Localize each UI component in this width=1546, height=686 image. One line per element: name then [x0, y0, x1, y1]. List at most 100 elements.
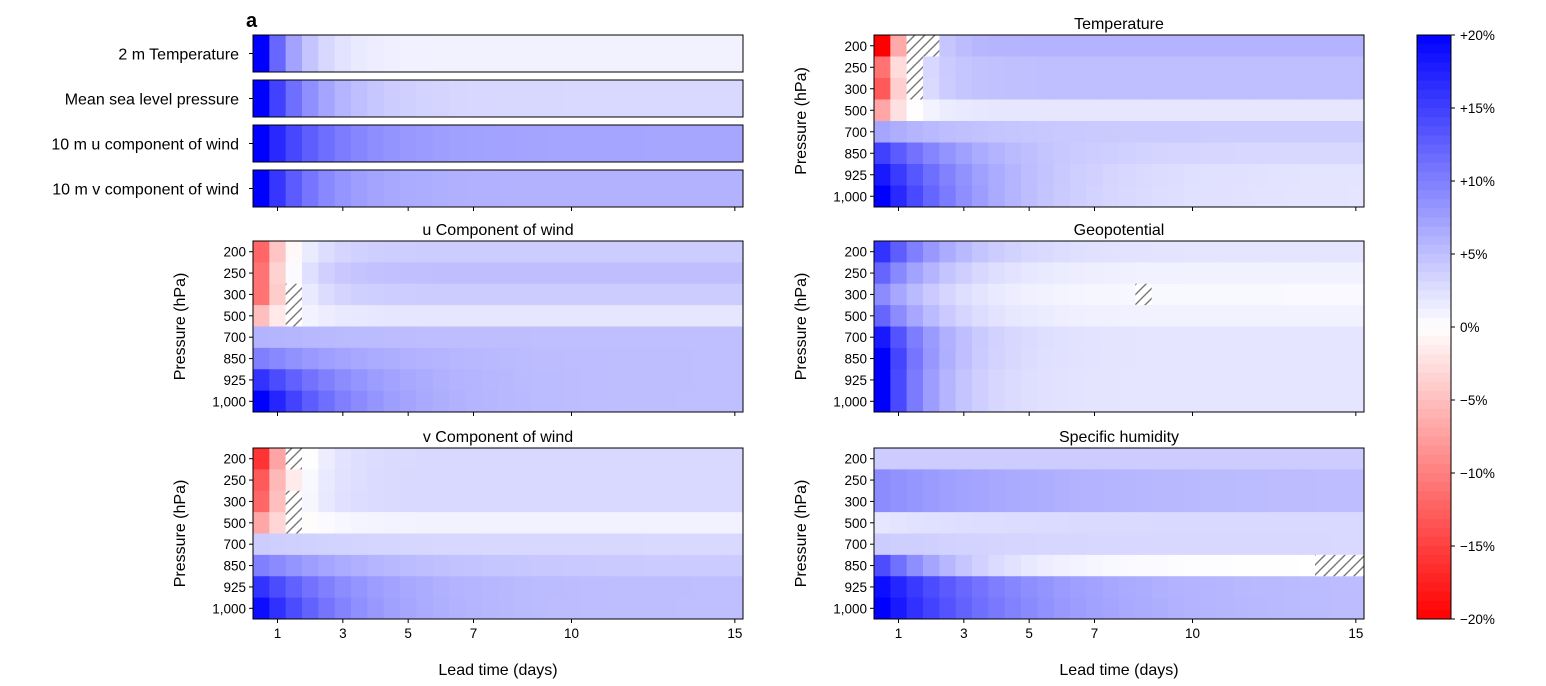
y-tick-label: 300	[223, 494, 246, 509]
heatmap-cell	[1249, 597, 1267, 620]
heatmap-cell	[874, 597, 891, 620]
heatmap-cell	[1151, 326, 1169, 349]
heatmap-cell	[1200, 262, 1218, 285]
heatmap-cell	[1070, 35, 1087, 57]
heatmap-cell	[596, 597, 613, 620]
heatmap-cell	[1119, 448, 1136, 470]
heatmap-cell	[988, 390, 1006, 413]
heatmap-cell	[939, 576, 957, 599]
heatmap-cell	[1347, 576, 1365, 599]
heatmap-cell	[498, 125, 515, 162]
heatmap-cell	[1070, 533, 1087, 556]
heatmap-cell	[1102, 241, 1120, 263]
colorbar-tick-label: −10%	[1460, 466, 1495, 481]
heatmap-cell	[1315, 56, 1332, 79]
heatmap-cell	[1298, 99, 1316, 122]
heatmap-cell	[465, 512, 483, 534]
heatmap-cell	[1282, 262, 1300, 285]
heatmap-cell	[1151, 554, 1169, 577]
heatmap-cell	[1200, 305, 1218, 327]
heatmap-cell	[1086, 469, 1104, 492]
heatmap-cell	[351, 469, 368, 492]
heatmap-cell	[939, 469, 957, 492]
heatmap-cell	[939, 597, 957, 620]
heatmap-cell	[383, 125, 401, 162]
heatmap-cell	[1266, 283, 1283, 306]
heatmap-cell	[906, 390, 924, 413]
heatmap-cell	[400, 390, 417, 413]
heatmap-cell	[351, 170, 368, 207]
heatmap-cell	[563, 80, 581, 117]
heatmap-cell	[1135, 490, 1153, 513]
heatmap-cell	[367, 170, 385, 207]
heatmap-cell	[694, 347, 711, 370]
heatmap-cell	[449, 369, 466, 392]
heatmap-cell	[1184, 390, 1202, 413]
heatmap-cell	[906, 241, 924, 263]
heatmap-cell	[890, 369, 908, 392]
heatmap-cell	[547, 305, 564, 327]
heatmap-cell	[367, 369, 385, 392]
heatmap-cell	[1119, 56, 1136, 79]
heatmap-cell	[432, 305, 450, 327]
heatmap-cell	[383, 448, 401, 470]
heatmap-cell	[1217, 56, 1234, 79]
heatmap-cell	[710, 305, 728, 327]
heatmap-cell	[1315, 185, 1332, 208]
heatmap-cell	[1184, 576, 1202, 599]
y-tick-label: 200	[844, 452, 867, 467]
heatmap-cell	[1266, 469, 1283, 492]
heatmap-cell	[628, 490, 646, 513]
heatmap-cell	[1266, 78, 1283, 100]
heatmap-cell	[1184, 554, 1202, 577]
heatmap-cell	[1217, 554, 1234, 577]
heatmap-cell	[596, 448, 613, 470]
heatmap-cell	[465, 576, 483, 599]
heatmap-cell	[269, 347, 287, 370]
heatmap-cell	[596, 241, 613, 263]
heatmap-cell	[988, 99, 1006, 122]
heatmap-cell	[579, 597, 597, 620]
heatmap-cell	[383, 597, 401, 620]
heatmap-cell	[677, 576, 695, 599]
heatmap-cell	[579, 326, 597, 349]
heatmap-cell	[1282, 533, 1300, 556]
heatmap-cell	[1102, 512, 1120, 534]
panel-title: Temperature	[1074, 16, 1164, 33]
heatmap-cell	[628, 512, 646, 534]
heatmap-cell	[710, 125, 728, 162]
colorbar-segment	[1417, 162, 1451, 173]
heatmap-cell	[400, 80, 417, 117]
heatmap-cell	[1298, 512, 1316, 534]
heatmap-cell	[1282, 142, 1300, 165]
heatmap-cell	[1070, 390, 1087, 413]
hatch-cell	[285, 283, 302, 306]
heatmap-cell	[1217, 597, 1234, 620]
heatmap-cell	[661, 448, 679, 470]
heatmap-cell	[612, 326, 630, 349]
heatmap-cell	[579, 554, 597, 577]
heatmap-cell	[481, 170, 499, 207]
heatmap-cell	[694, 305, 711, 327]
heatmap-cell	[1102, 533, 1120, 556]
heatmap-cell	[1266, 448, 1283, 470]
heatmap-cell	[514, 512, 532, 534]
heatmap-cell	[1004, 99, 1022, 122]
colorbar-segment	[1417, 564, 1451, 574]
heatmap-cell	[318, 283, 336, 306]
x-tick-label: 10	[564, 626, 579, 641]
heatmap-cell	[628, 80, 646, 117]
heatmap-cell	[1315, 469, 1332, 492]
heatmap-cell	[1315, 164, 1332, 186]
heatmap-cell	[710, 326, 728, 349]
heatmap-cell	[351, 125, 368, 162]
heatmap-cell	[1233, 490, 1251, 513]
heatmap-cell	[547, 390, 564, 413]
heatmap-cell	[514, 490, 532, 513]
heatmap-cell	[1135, 164, 1153, 186]
heatmap-cell	[1331, 369, 1349, 392]
heatmap-cell	[874, 283, 891, 306]
heatmap-cell	[465, 448, 483, 470]
heatmap-cell	[874, 164, 891, 186]
